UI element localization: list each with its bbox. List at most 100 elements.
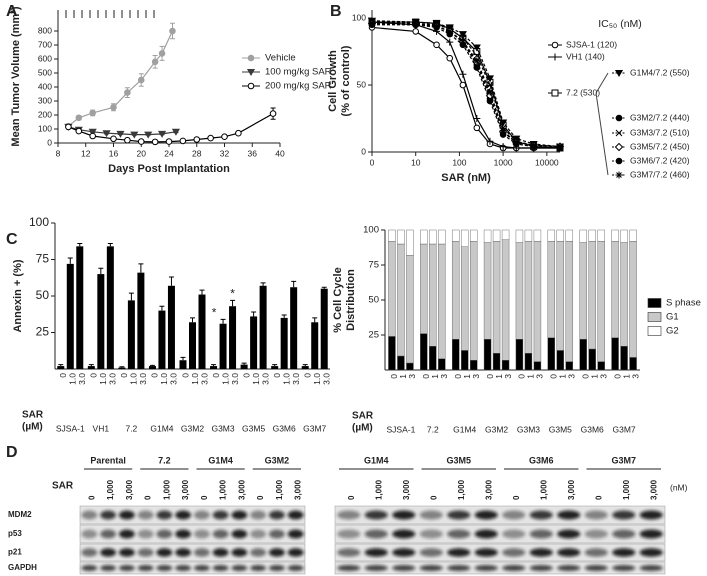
bar-segment: [483, 339, 492, 371]
sub-label: 3: [471, 374, 481, 379]
bar: [198, 294, 206, 369]
legend-label: G3M5/7.2 (450): [630, 141, 690, 151]
sub-label: 1.0: [251, 373, 261, 385]
blot-band: [557, 510, 581, 520]
blot-band: [137, 548, 154, 557]
y-axis-title: Annexin + (%): [12, 259, 24, 332]
legend-label: 7.2 (530): [566, 87, 600, 97]
bar-segment: [515, 229, 524, 243]
bar-segment: [588, 348, 596, 371]
blot-band: [175, 529, 191, 539]
bar: [290, 287, 298, 369]
sub-label: 0: [389, 374, 399, 379]
dose-label: 1,000: [162, 479, 171, 500]
error-bar: [58, 364, 64, 367]
series-line: [372, 24, 561, 149]
x-tick-label: G1M4: [453, 424, 476, 434]
bar-segment: [588, 240, 596, 350]
blot-band: [337, 565, 361, 571]
marker: [158, 50, 166, 57]
legend-marker: [247, 54, 255, 62]
blot-band: [100, 510, 116, 520]
bar-segment: [597, 240, 605, 362]
blot-band: [474, 565, 498, 571]
dose-label: 3,000: [402, 479, 411, 500]
dose-label: 3,000: [649, 479, 658, 500]
bar-segment: [460, 229, 469, 247]
y-tick-label: 200: [38, 109, 52, 119]
bar-segment: [556, 229, 565, 242]
x-tick-label: 0: [370, 157, 375, 167]
series-line: [68, 30, 174, 127]
marker: [151, 58, 159, 66]
dose-label: 1,000: [275, 479, 284, 500]
blot-band: [337, 510, 361, 520]
marker: [116, 130, 125, 138]
x-tick-label: 36: [248, 148, 258, 158]
x-tick-label: 10: [411, 157, 421, 167]
dose-label: 3,000: [294, 479, 303, 500]
group-label: G1M4: [364, 455, 389, 465]
bar-segment: [438, 243, 446, 360]
marker: [75, 127, 83, 135]
bar: [219, 323, 227, 369]
bar: [250, 316, 258, 369]
y-tick-label: 25: [368, 330, 379, 341]
sub-label: 0: [180, 373, 190, 378]
error-bar: [241, 362, 247, 365]
blot-strip: [79, 543, 306, 562]
blot-band: [529, 548, 553, 557]
error-bar: [199, 289, 205, 295]
blot-band: [137, 510, 154, 520]
marker: [459, 70, 467, 78]
error-bar: [98, 267, 104, 275]
blot-band: [612, 565, 636, 571]
x-tick-label: G3M5: [242, 423, 265, 433]
dose-label: 1,000: [539, 479, 548, 500]
blot-band: [364, 548, 388, 557]
x-tick-label: G3M6: [581, 424, 604, 434]
bar-segment: [451, 339, 460, 371]
legend-label: G3M6/7.2 (420): [630, 155, 690, 165]
error-bar: [230, 299, 236, 307]
bar-segment: [388, 240, 396, 337]
y-tick-label: 600: [38, 53, 52, 63]
bar: [66, 263, 74, 369]
blot-band: [231, 565, 248, 571]
row-label: GAPDH: [8, 563, 37, 572]
blot-band: [269, 510, 285, 520]
dose-label: 0: [512, 495, 521, 500]
row-label: MDM2: [8, 510, 32, 519]
marker: [88, 128, 97, 136]
dose-label: 0: [87, 495, 96, 500]
x-tick-label: 7.2: [427, 424, 439, 434]
bar: [87, 366, 95, 369]
bar-segment: [515, 242, 524, 340]
legend-label: G1: [666, 312, 679, 323]
error-bar: [128, 292, 134, 301]
marker: [499, 143, 507, 151]
bar-segment: [397, 229, 405, 245]
error-bar: [67, 257, 73, 264]
legend-label: 200 mg/kg SAR: [265, 81, 332, 92]
blot-band: [231, 510, 248, 520]
y-tick-label: 700: [38, 39, 52, 49]
legend-label: G1M4/7.2 (550): [630, 67, 690, 77]
dose-label: 0: [347, 495, 356, 500]
bar-segment: [547, 229, 556, 242]
dose-label: 0: [429, 495, 438, 500]
bar-segment: [579, 229, 587, 243]
series-line: [371, 22, 561, 148]
marker: [110, 104, 117, 111]
legend-swatch: [647, 312, 662, 322]
blot-band: [502, 565, 526, 571]
blot-band: [474, 510, 498, 520]
legend-marker: [246, 69, 256, 76]
dose-label: 0: [256, 495, 265, 500]
blot-band: [337, 548, 361, 557]
blot-band: [502, 529, 526, 539]
x-axis-title: (µM): [22, 422, 43, 433]
treatment-label: SAR: [52, 481, 74, 492]
legend-marker: [615, 129, 623, 137]
marker: [124, 136, 131, 144]
